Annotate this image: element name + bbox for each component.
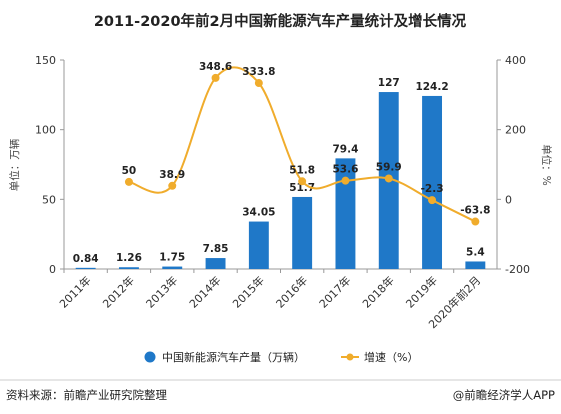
- growth-value-label: 333.8: [242, 66, 275, 78]
- legend-bar-swatch: [144, 351, 156, 363]
- x-tick-label: 2013年: [143, 273, 180, 310]
- growth-value-label: 53.6: [332, 164, 358, 176]
- x-tick-label: 2011年: [56, 273, 93, 310]
- bar-value-label: 124.2: [415, 81, 448, 93]
- bar-value-label: 5.4: [466, 246, 485, 258]
- growth-point: [341, 176, 350, 185]
- left-tick-label: 0: [49, 263, 56, 276]
- growth-point: [471, 217, 480, 226]
- bar: [248, 221, 269, 269]
- growth-value-label: -2.3: [421, 183, 444, 195]
- chart-title: 2011-2020年前2月中国新能源汽车产量统计及增长情况: [94, 12, 467, 30]
- left-tick-label: 50: [42, 193, 56, 206]
- bar: [118, 267, 139, 269]
- growth-point: [428, 196, 437, 205]
- left-tick-label: 100: [35, 124, 56, 137]
- growth-value-label: 51.8: [289, 164, 315, 176]
- right-tick-label: 200: [505, 124, 526, 137]
- footer-source: 资料来源：前瞻产业研究院整理: [6, 388, 167, 402]
- bar: [292, 196, 313, 269]
- bar-value-label: 51.7: [289, 182, 315, 194]
- bar-value-label: 79.4: [332, 143, 358, 155]
- growth-point: [298, 177, 307, 186]
- x-tick-label: 2017年: [316, 273, 353, 310]
- bar-value-label: 1.26: [116, 252, 142, 264]
- bar: [422, 95, 443, 269]
- right-tick-label: -200: [505, 263, 530, 276]
- legend-bar-label: 中国新能源汽车产量（万辆）: [162, 350, 305, 364]
- bar: [465, 261, 486, 269]
- legend-line-label: 增速（%）: [364, 350, 418, 364]
- bar-value-label: 1.75: [159, 252, 185, 264]
- bar: [335, 158, 356, 269]
- growth-point: [124, 177, 133, 186]
- growth-value-label: -63.8: [460, 205, 490, 217]
- legend: 中国新能源汽车产量（万辆） 增速（%）: [144, 350, 418, 364]
- growth-value-label: 59.9: [376, 161, 402, 173]
- growth-line: [128, 66, 476, 223]
- footer-brand: @前瞻经济学人APP: [453, 388, 555, 402]
- bar: [205, 258, 226, 269]
- bar-value-label: 127: [378, 77, 400, 89]
- right-tick-label: 0: [505, 193, 512, 206]
- growth-value-label: 348.6: [199, 61, 232, 73]
- x-tick-label: 2014年: [186, 273, 223, 310]
- bar-value-label: 34.05: [242, 207, 275, 219]
- growth-point: [168, 181, 177, 190]
- legend-line-marker: [346, 353, 354, 361]
- x-tick-label: 2019年: [403, 273, 440, 310]
- right-tick-label: 400: [505, 54, 526, 67]
- growth-point: [254, 79, 263, 88]
- growth-point: [211, 73, 220, 82]
- x-tick-label: 2016年: [273, 273, 310, 310]
- bar-value-label: 7.85: [203, 243, 229, 255]
- bar-value-label: 0.84: [73, 253, 99, 265]
- x-tick-label: 2012年: [100, 273, 137, 310]
- left-tick-label: 150: [35, 54, 56, 67]
- bar: [75, 267, 96, 269]
- x-tick-label: 2018年: [359, 273, 396, 310]
- bar: [162, 266, 183, 269]
- left-axis-title: 单位：万辆: [8, 139, 21, 192]
- growth-point: [384, 174, 393, 183]
- right-axis-title: 单位：%: [540, 144, 553, 185]
- growth-value-label: 38.9: [159, 169, 185, 181]
- x-tick-label: 2015年: [229, 273, 266, 310]
- growth-value-label: 50: [122, 165, 137, 177]
